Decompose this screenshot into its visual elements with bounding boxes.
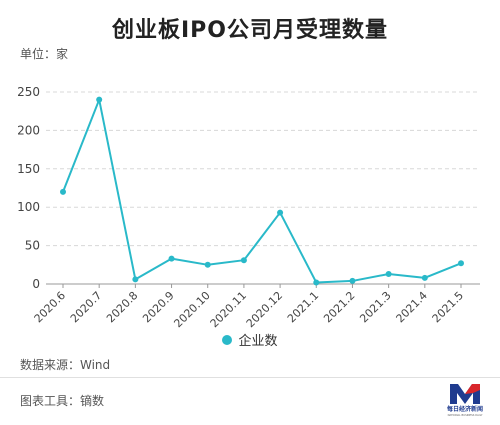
data-point (204, 261, 211, 268)
chart-tool: 图表工具：镝数 (20, 394, 105, 408)
data-point (421, 274, 428, 281)
data-point (385, 271, 392, 278)
divider (0, 377, 500, 378)
grid-lines (46, 91, 480, 285)
series-group (60, 96, 464, 286)
data-point (132, 276, 139, 283)
data-point (60, 188, 66, 195)
series-line (62, 98, 462, 284)
x-tick-label: 2020.6 (32, 289, 68, 325)
logo-subtext: NATIONAL BUSINESS DAILY (448, 413, 483, 417)
legend: 企业数 (0, 330, 500, 349)
data-point (277, 209, 284, 216)
x-axis-labels: 2020.6 2020.7 2020.8 2020.92020.102020.1120… (32, 284, 466, 330)
x-tick-label: 2021.1 (285, 289, 321, 325)
x-tick-label: 2021.5 (430, 289, 466, 325)
unit-label: 单位：家 (20, 47, 69, 61)
data-point (168, 255, 175, 262)
y-tick-label: 100 (17, 200, 40, 214)
x-tick-label: 2020.10 (171, 289, 212, 330)
x-tick-label: 2020.8 (104, 289, 140, 325)
legend-label: 企业数 (238, 334, 278, 349)
y-tick-label: 50 (25, 239, 40, 253)
data-point (458, 260, 464, 267)
line-chart: 0 50 100 150 200 250 2020.6 2020.7 2020.8 2020.9… (17, 85, 480, 330)
x-tick-label: 2020.7 (68, 289, 104, 325)
data-source: 数据来源：Wind (20, 358, 111, 372)
x-tick-label: 2020.12 (244, 289, 285, 330)
data-point (313, 279, 320, 286)
y-tick-label: 250 (17, 85, 40, 99)
chart-title: 创业板IPO公司月受理数量 (111, 18, 388, 43)
data-point (240, 257, 247, 264)
brand-logo: 每日经济新闻 NATIONAL BUSINESS DAILY (446, 384, 483, 417)
y-tick-label: 150 (17, 162, 40, 176)
x-tick-label: 2020.11 (208, 289, 249, 330)
legend-marker (222, 334, 233, 345)
logo-text: 每日经济新闻 (446, 405, 483, 413)
x-tick-label: 2021.4 (394, 289, 430, 325)
x-tick-label: 2021.3 (357, 289, 393, 325)
x-tick-label: 2021.2 (321, 289, 357, 325)
y-tick-label: 200 (17, 123, 40, 137)
y-axis-labels: 0 50 100 150 200 250 (17, 85, 40, 291)
x-tick-label: 2020.9 (140, 289, 176, 325)
y-tick-label: 0 (32, 277, 40, 291)
data-point (96, 96, 103, 103)
data-point (349, 277, 356, 284)
